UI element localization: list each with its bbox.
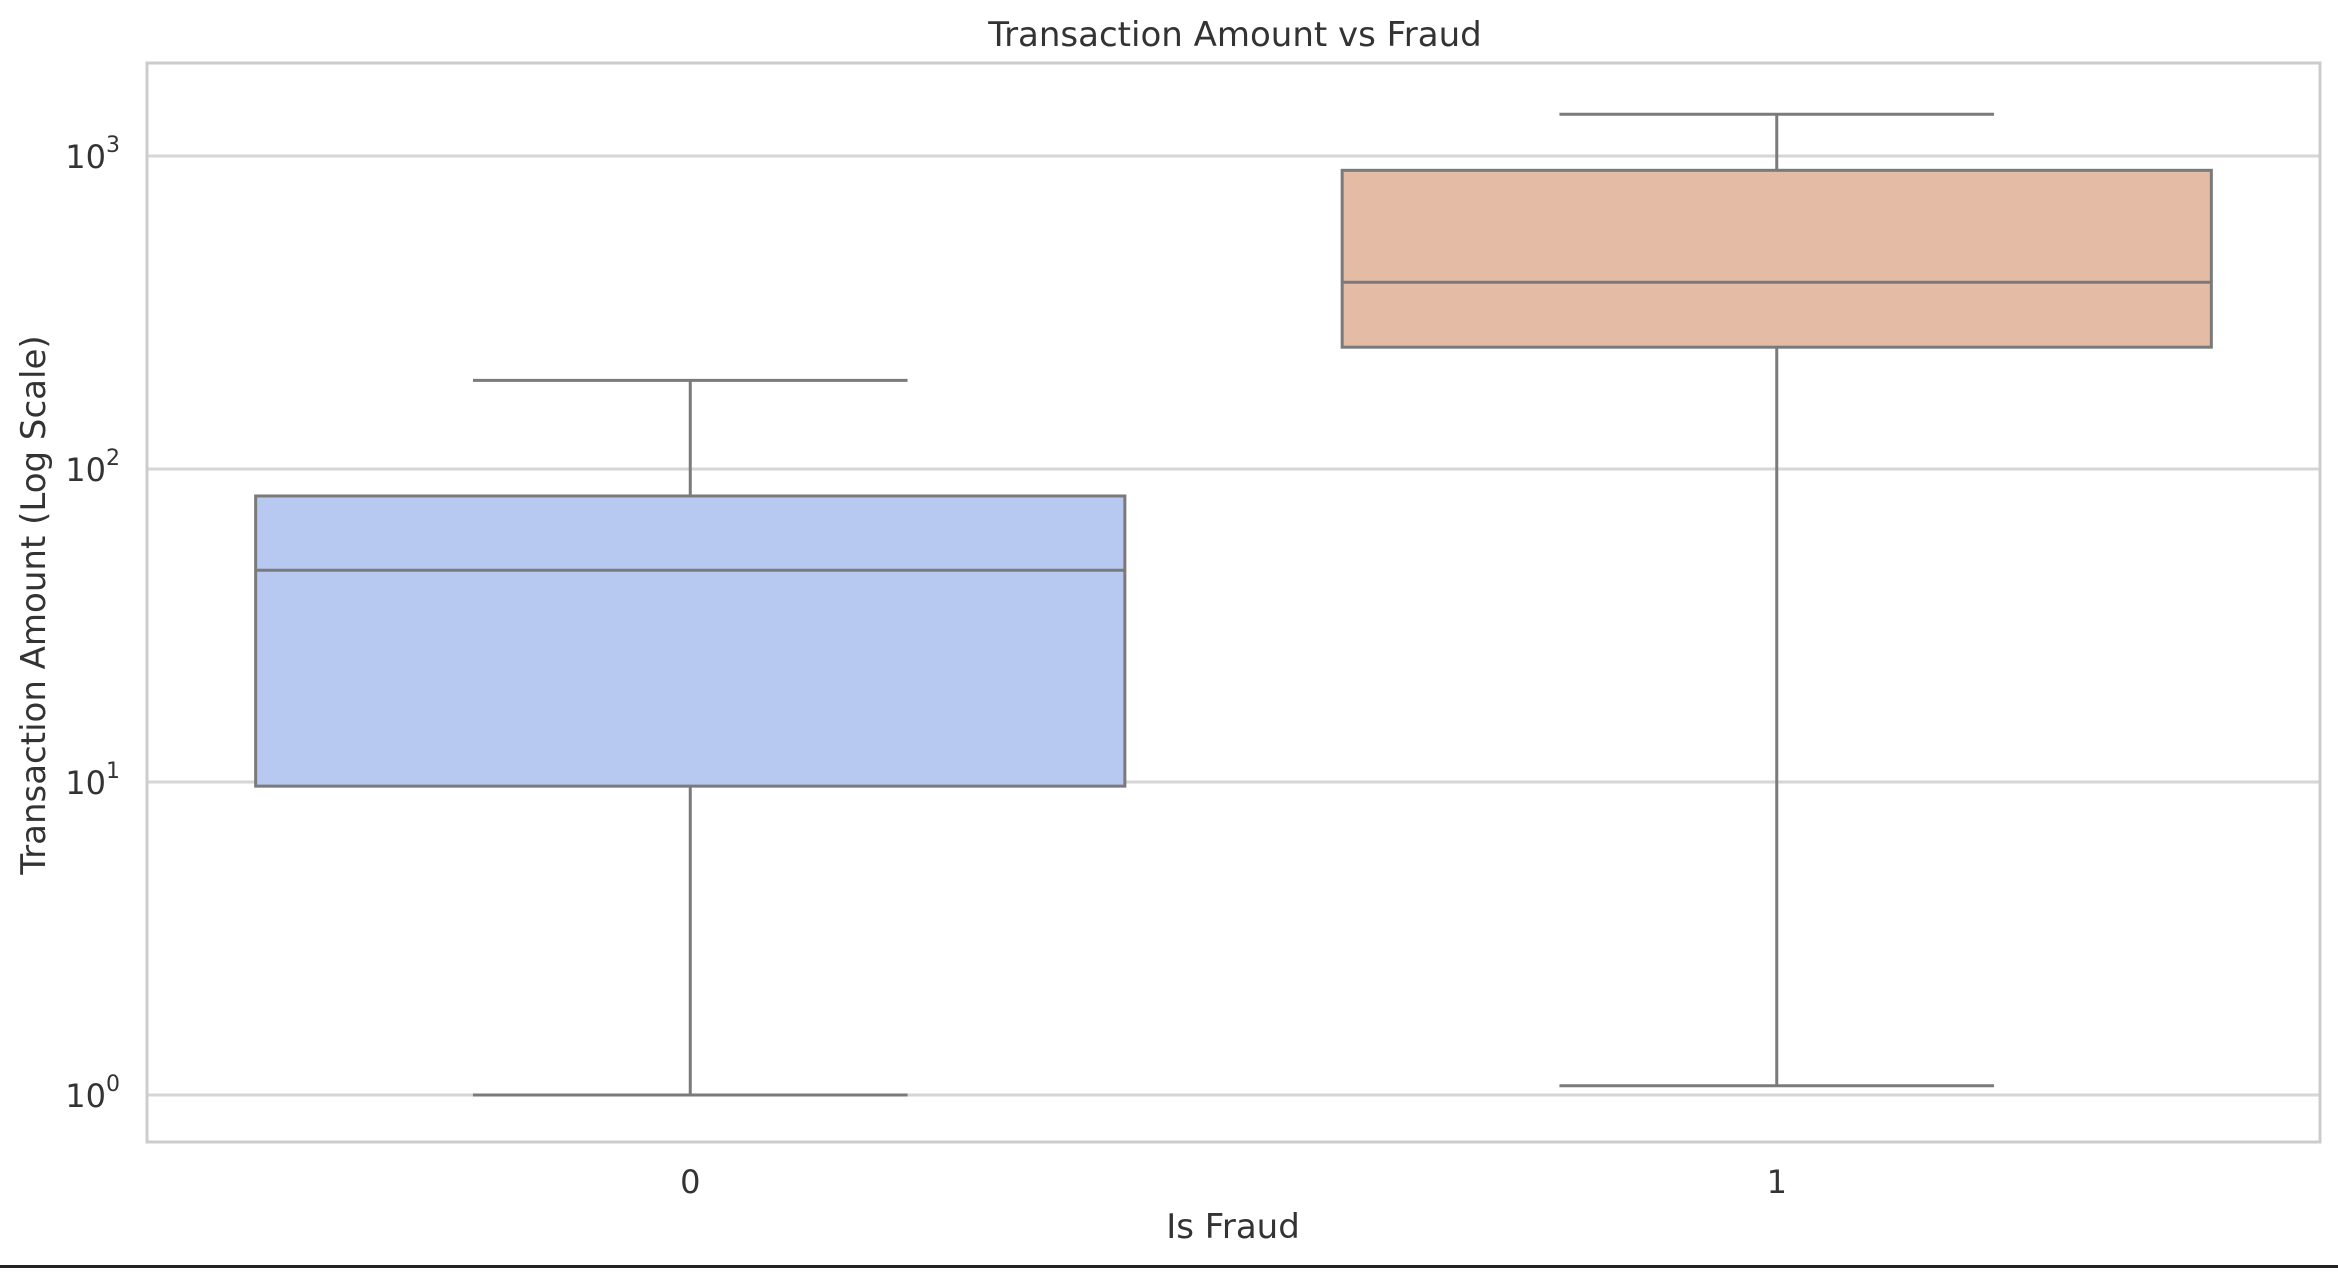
plot-frame — [145, 61, 2322, 1144]
bottom-border — [0, 1265, 2338, 1268]
chart-title: Transaction Amount vs Fraud — [987, 15, 1481, 55]
y-axis-label: Transaction Amount (Log Scale) — [14, 335, 54, 875]
x-tick-label: 1 — [1767, 1163, 1787, 1201]
box-group-1 — [1340, 112, 2213, 1088]
y-tick-labels: 100 101 102 103 — [65, 133, 120, 1115]
iqr-box — [254, 494, 1127, 788]
x-tick-label: 0 — [680, 1163, 700, 1201]
iqr-box — [1340, 168, 2213, 349]
y-tick-label: 103 — [65, 133, 120, 176]
y-tick-label: 102 — [65, 446, 120, 489]
y-tick-label: 100 — [65, 1072, 120, 1115]
boxes-group — [254, 112, 2213, 1097]
box-group-0 — [254, 378, 1127, 1097]
x-axis-label: Is Fraud — [1166, 1207, 1300, 1247]
y-tick-label: 101 — [65, 759, 120, 802]
